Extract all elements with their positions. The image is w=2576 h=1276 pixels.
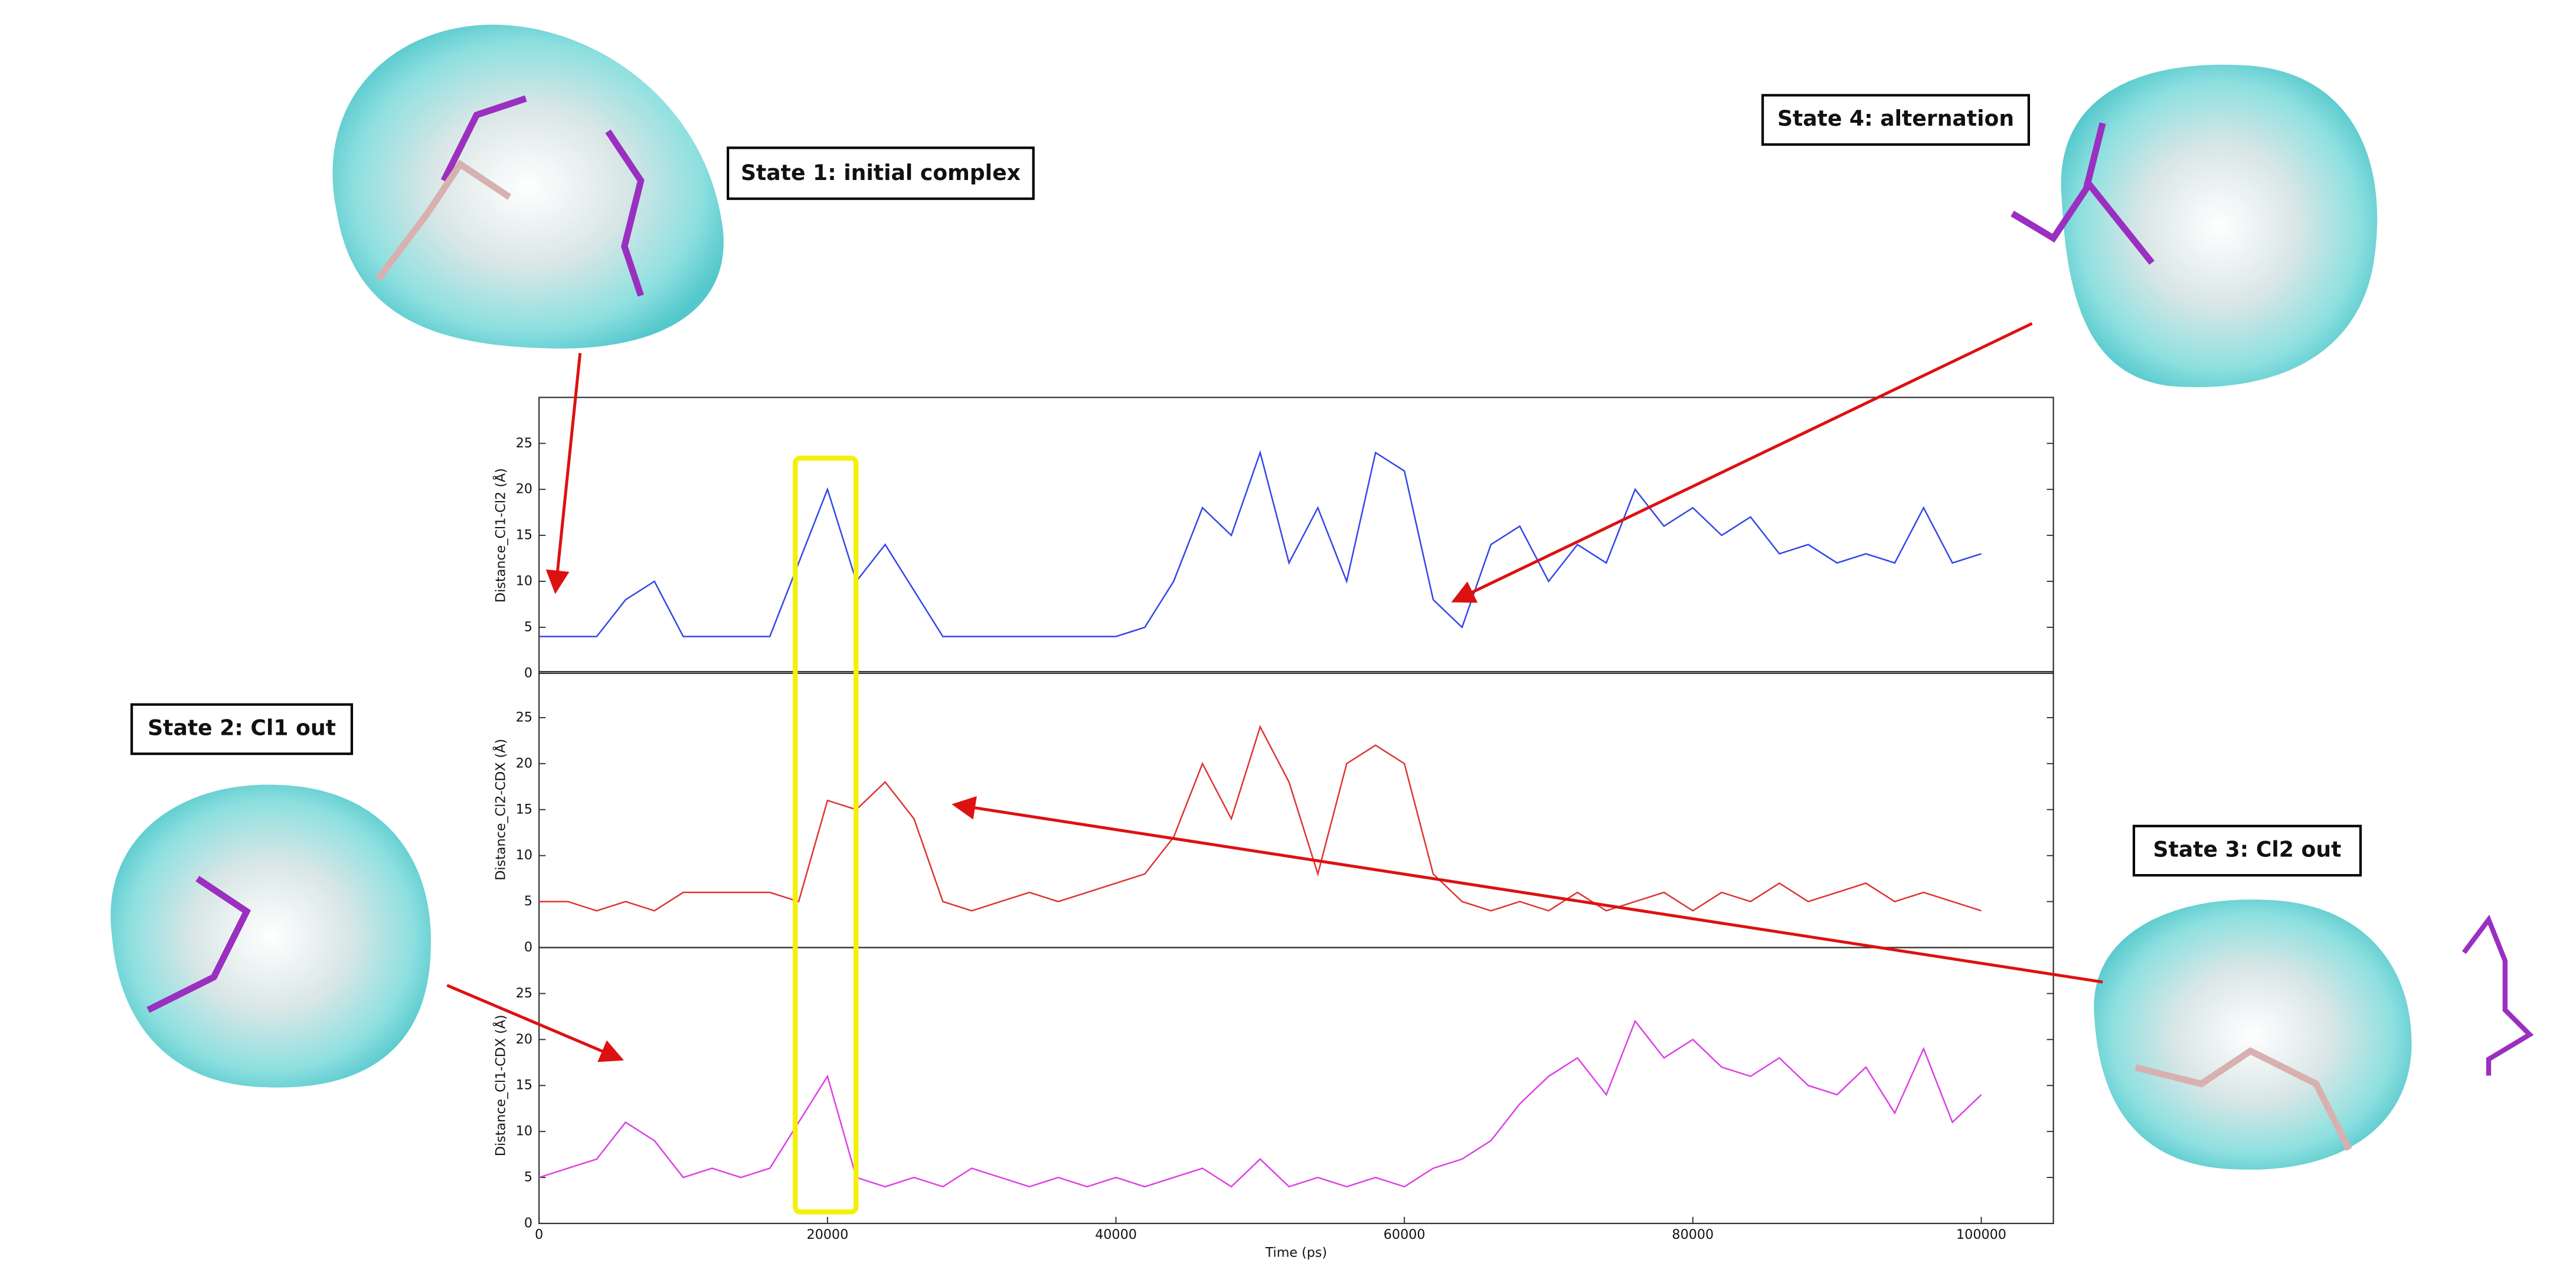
x-tick-label: 100000 [1956, 1227, 2006, 1242]
molecule-state3 [2094, 899, 2412, 1170]
ligand [146, 876, 251, 1013]
molecules [110, 24, 2534, 1170]
y-tick-label: 5 [524, 1170, 532, 1185]
annotation: State 3: Cl2 out [2153, 836, 2342, 862]
y-tick-label: 0 [524, 1215, 532, 1231]
annotations: State 1: initial complex State 4: altern… [130, 94, 2362, 877]
x-tick-label: 0 [535, 1227, 543, 1242]
y-tick-label: 5 [524, 894, 532, 909]
ligand [2011, 122, 2155, 265]
ligand [375, 159, 512, 282]
arrow [545, 352, 582, 594]
y-axis-label: Distance_Cl1-CDX (Å) [492, 1015, 509, 1156]
y-tick-label: 20 [516, 1032, 532, 1047]
label-box [1761, 94, 2030, 146]
x-tick-label: 40000 [1095, 1227, 1137, 1242]
y-axis-label: Distance_Cl2-CDX (Å) [492, 739, 509, 881]
molecule-state4 [2061, 64, 2378, 387]
ligand [440, 95, 645, 297]
y-tick-label: 0 [524, 665, 532, 680]
y-tick-label: 10 [516, 848, 532, 863]
y-tick-label: 25 [516, 986, 532, 1001]
arrow [952, 796, 2103, 984]
y-tick-label: 25 [516, 436, 532, 451]
y-tick-label: 5 [524, 619, 532, 634]
y-tick-label: 25 [516, 709, 532, 725]
ligand [2461, 914, 2534, 1076]
y-tick-label: 0 [524, 940, 532, 955]
x-tick-label: 80000 [1672, 1227, 1714, 1242]
x-axis-label: Time (ps) [1265, 1245, 1328, 1261]
data-line [539, 450, 1982, 637]
y-tick-label: 20 [516, 482, 532, 497]
plots: 0 5 10 15 20 25 Distance_Cl1-Cl2 (Å) 0 5 10 15 20 25… [492, 397, 2054, 1261]
molecule-state2 [110, 784, 431, 1088]
annotation: State 4: alternation [1777, 106, 2014, 131]
y-tick-label: 10 [516, 1124, 532, 1139]
ligand [2134, 1047, 2352, 1151]
y-axis-label: Distance_Cl1-Cl2 (Å) [492, 468, 509, 603]
arrow [446, 984, 624, 1062]
annotation: State 2: Cl1 out [148, 715, 336, 740]
arrows [446, 322, 2103, 1062]
plot-frame [538, 397, 2054, 674]
arrow [1451, 322, 2033, 603]
molecule-state1 [332, 24, 724, 349]
label-box [727, 146, 1035, 200]
y-tick-label: 15 [516, 1078, 532, 1093]
x-tick-label: 60000 [1384, 1227, 1426, 1242]
data-line [538, 1019, 1982, 1188]
plot-frame [538, 947, 2054, 1225]
highlight-box [793, 456, 859, 1215]
label-box [130, 703, 354, 755]
x-tick-label: 20000 [806, 1227, 848, 1242]
y-tick-label: 20 [516, 755, 532, 771]
y-tick-label: 15 [516, 801, 532, 817]
label-box [2132, 825, 2362, 877]
annotation: State 1: initial complex [741, 160, 1021, 185]
y-tick-label: 10 [516, 574, 532, 589]
plot-frame [538, 670, 2054, 948]
y-tick-label: 15 [516, 528, 532, 543]
data-line [539, 725, 1982, 912]
